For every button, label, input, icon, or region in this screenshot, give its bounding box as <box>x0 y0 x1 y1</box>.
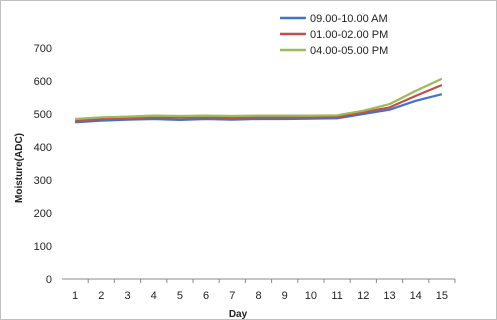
y-tick-label: 500 <box>34 109 52 121</box>
y-tick-label: 0 <box>46 274 52 286</box>
y-axis-title: Moisture(ADC) <box>14 133 25 203</box>
x-tick-label: 1 <box>72 290 78 302</box>
legend-label-2: 01.00-02.00 PM <box>310 29 388 41</box>
y-tick-label: 700 <box>34 43 52 55</box>
x-tick-label: 14 <box>410 290 422 302</box>
x-tick-label: 9 <box>282 290 288 302</box>
y-tick-label: 100 <box>34 241 52 253</box>
x-tick-label: 2 <box>98 290 104 302</box>
x-tick-label: 4 <box>151 290 157 302</box>
series-lines <box>75 77 443 124</box>
x-tick-label: 6 <box>203 290 209 302</box>
legend-label-1: 09.00-10.00 AM <box>310 13 388 25</box>
x-tick-label: 7 <box>229 290 235 302</box>
x-tick-label: 5 <box>177 290 183 302</box>
x-axis-title: Day <box>229 309 248 320</box>
y-tick-label: 400 <box>34 142 52 154</box>
series-line-2 <box>75 83 443 122</box>
series-line-1 <box>75 93 443 124</box>
x-tick-label: 13 <box>383 290 395 302</box>
x-tick-label: 11 <box>331 290 342 302</box>
y-tick-label: 600 <box>34 76 52 88</box>
x-tick-label: 12 <box>357 290 369 302</box>
legend-label-3: 04.00-05.00 PM <box>310 45 388 57</box>
y-tick-label: 300 <box>34 175 52 187</box>
x-tick-label: 3 <box>124 290 130 302</box>
x-tick-label: 10 <box>305 290 317 302</box>
x-tick-label: 8 <box>255 290 261 302</box>
x-tick-label: 15 <box>436 290 448 302</box>
y-tick-label: 200 <box>34 208 52 220</box>
series-line-3 <box>75 77 443 121</box>
legend: 09.00-10.00 AM 01.00-02.00 PM 04.00-05.00 … <box>280 13 388 57</box>
